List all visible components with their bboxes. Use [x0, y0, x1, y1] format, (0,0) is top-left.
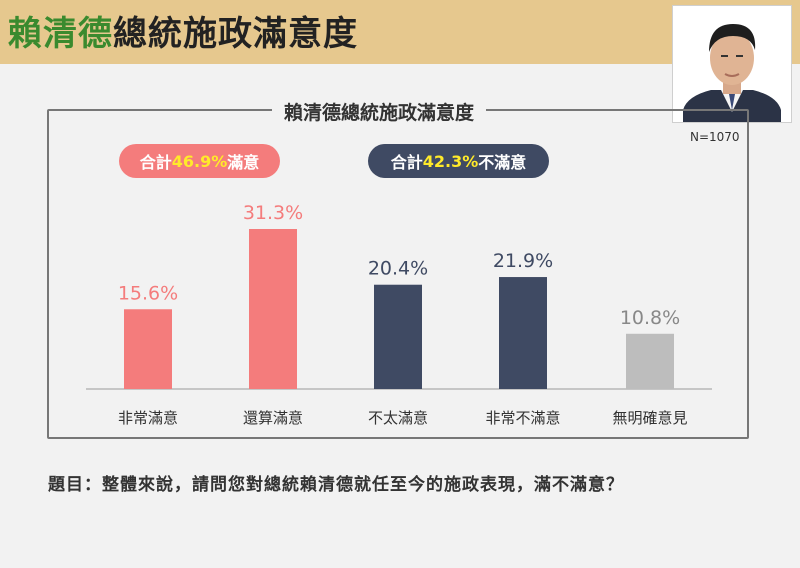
- survey-question: 題目：整體來說，請問您對總統賴清德就任至今的施政表現，滿不滿意？: [48, 475, 624, 495]
- bar-4: [499, 277, 547, 389]
- category-label-5: 無明確意見: [612, 409, 687, 427]
- summary-satisfied-prefix: 合計: [139, 153, 172, 172]
- summary-dissatisfied-suffix: 不滿意: [478, 153, 527, 172]
- summary-satisfied-badge: 合計 46.9% 滿意: [119, 144, 280, 178]
- summary-dissatisfied-value: 42.3%: [422, 151, 479, 171]
- bar-3: [374, 284, 422, 389]
- summary-satisfied-value: 46.9%: [171, 151, 228, 171]
- title-highlight: 賴清德: [8, 14, 113, 54]
- title-rest: 總統施政滿意度: [113, 14, 358, 54]
- header-bar: 賴清德總統施政滿意度: [0, 0, 800, 64]
- sample-size-label: N=1070: [690, 130, 740, 144]
- value-label-5: 10.8%: [620, 307, 680, 329]
- summary-satisfied-suffix: 滿意: [227, 153, 260, 172]
- value-label-3: 20.4%: [368, 258, 428, 280]
- bar-1: [124, 309, 172, 389]
- summary-dissatisfied-prefix: 合計: [390, 153, 423, 172]
- bar-2: [249, 229, 297, 389]
- category-label-3: 不太滿意: [368, 409, 428, 427]
- bar-5: [626, 333, 674, 389]
- value-label-1: 15.6%: [118, 282, 178, 304]
- summary-dissatisfied-badge: 合計 42.3% 不滿意: [368, 144, 549, 178]
- category-label-2: 還算滿意: [243, 409, 303, 427]
- value-label-2: 31.3%: [243, 202, 303, 224]
- value-label-4: 21.9%: [493, 250, 553, 272]
- category-label-4: 非常不滿意: [485, 409, 560, 427]
- portrait-photo: [672, 5, 792, 123]
- category-label-1: 非常滿意: [118, 409, 178, 427]
- chart-subtitle: 賴清德總統施政滿意度: [272, 98, 487, 125]
- portrait-image: [673, 6, 791, 122]
- page-title: 賴清德總統施政滿意度: [8, 6, 358, 55]
